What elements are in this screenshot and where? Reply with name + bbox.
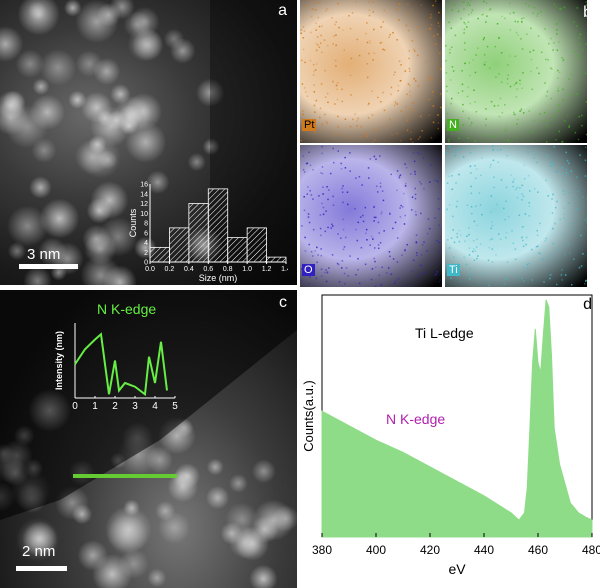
spectrum-x-tick-label: 380 bbox=[312, 543, 332, 557]
panel-b-letter: b bbox=[583, 4, 592, 21]
profile-x-tick-label: 5 bbox=[172, 401, 178, 412]
histogram-y-tick-label: 0 bbox=[144, 260, 148, 267]
histogram-x-tick-label: 1.0 bbox=[242, 266, 252, 273]
spectrum-x-tick-label: 480 bbox=[582, 543, 600, 557]
scale-bar-c bbox=[16, 566, 67, 571]
histogram-y-tick-label: 16 bbox=[140, 182, 148, 189]
element-map-label: O bbox=[302, 264, 315, 276]
spectrum-annotation: N K-edge bbox=[386, 411, 446, 427]
histogram-bar bbox=[149, 246, 170, 263]
histogram-x-tick-label: 0.2 bbox=[165, 266, 175, 273]
profile-x-tick-label: 2 bbox=[112, 401, 118, 412]
histogram-bar bbox=[207, 188, 229, 263]
histogram-y-tick-label: 10 bbox=[140, 211, 148, 218]
element-map-label: Pt bbox=[302, 119, 317, 131]
histogram-y-tick-label: 2 bbox=[144, 250, 148, 257]
panel-a-particles bbox=[0, 0, 297, 285]
panel-d: 380 400 420 440 460 480 eV Counts(a.u.) d Ti L-… bbox=[300, 290, 600, 588]
element-map-label: N bbox=[447, 119, 459, 131]
histogram-y-tick-label: 6 bbox=[144, 230, 148, 237]
histogram-y-tick-label: 8 bbox=[144, 221, 148, 228]
element-map-ti: Ti bbox=[445, 145, 587, 287]
histogram-x-tick-label: 1.2 bbox=[262, 266, 272, 273]
line-scan-marker bbox=[73, 474, 177, 478]
histogram-x-tick-label: 0.8 bbox=[223, 266, 233, 273]
spectrum-x-label: eV bbox=[448, 561, 466, 577]
profile-x-tick-label: 3 bbox=[132, 401, 138, 412]
spectrum-x-tick-label: 440 bbox=[474, 543, 494, 557]
histogram-x-tick-label: 0.6 bbox=[203, 266, 213, 273]
histogram-y-tick-label: 4 bbox=[144, 240, 148, 247]
spectrum-x-tick-label: 400 bbox=[366, 543, 386, 557]
histogram-bar bbox=[246, 227, 267, 263]
panel-c: c 2 nm 0 1 2 3 4 5 N K-edge Intensity (nm) bbox=[0, 290, 297, 588]
element-map-o: O bbox=[300, 145, 442, 287]
eels-spectrum: 380 400 420 440 460 480 eV Counts(a.u.) bbox=[301, 294, 600, 577]
element-map-label: Ti bbox=[447, 264, 460, 276]
histogram-bar bbox=[227, 237, 248, 263]
histogram-inset: 0.0 0.2 0.4 0.6 0.8 1.0 1.2 1.4 0 2 4 6 8 10 12 14 16 Siz… bbox=[128, 182, 288, 284]
panel-a: a 3 nm 0.0 0.2 0.4 0.6 0.8 1.0 1.2 1.4 0 2 4 6 8 10 12… bbox=[0, 0, 297, 285]
spectrum-title: Ti L-edge bbox=[415, 325, 474, 341]
spectrum-y-label: Counts(a.u.) bbox=[301, 380, 316, 452]
spectrum-x-tick-label: 420 bbox=[420, 543, 440, 557]
panel-a-letter: a bbox=[278, 2, 287, 19]
element-map-n: N bbox=[445, 0, 587, 143]
profile-x-tick-label: 1 bbox=[92, 401, 98, 412]
profile-x-tick-label: 0 bbox=[72, 401, 78, 412]
histogram-x-tick-label: 1.4 bbox=[281, 266, 288, 273]
panel-c-particles bbox=[0, 290, 297, 588]
profile-line bbox=[74, 332, 168, 397]
element-map-pt: Pt bbox=[300, 0, 442, 143]
histogram-bar bbox=[169, 227, 190, 263]
scale-bar-c-label: 2 nm bbox=[22, 543, 56, 560]
histogram-bar bbox=[188, 203, 209, 263]
histogram-y-label: Counts bbox=[128, 208, 138, 237]
profile-title: N K-edge bbox=[97, 301, 156, 317]
spectrum-x-tick-label: 460 bbox=[528, 543, 548, 557]
histogram-x-tick-label: 0.4 bbox=[184, 266, 194, 273]
panel-c-letter: c bbox=[279, 294, 287, 311]
panel-d-letter: d bbox=[583, 296, 592, 313]
profile-y-label: Intensity (nm) bbox=[54, 331, 64, 390]
scale-bar-a bbox=[19, 264, 78, 269]
spectrum-area bbox=[321, 299, 593, 538]
histogram-y-tick-label: 14 bbox=[140, 191, 148, 198]
histogram-x-label: Size (nm) bbox=[199, 273, 238, 283]
histogram-bar bbox=[266, 256, 287, 263]
histogram-x-tick-label: 0.0 bbox=[145, 266, 155, 273]
histogram-y-tick-label: 12 bbox=[140, 201, 148, 208]
panel-b: Pt N O Ti b bbox=[300, 0, 600, 287]
profile-x-tick-label: 4 bbox=[152, 401, 158, 412]
line-profile-inset: 0 1 2 3 4 5 N K-edge Intensity (nm) bbox=[54, 301, 178, 412]
scale-bar-a-label: 3 nm bbox=[27, 246, 61, 263]
